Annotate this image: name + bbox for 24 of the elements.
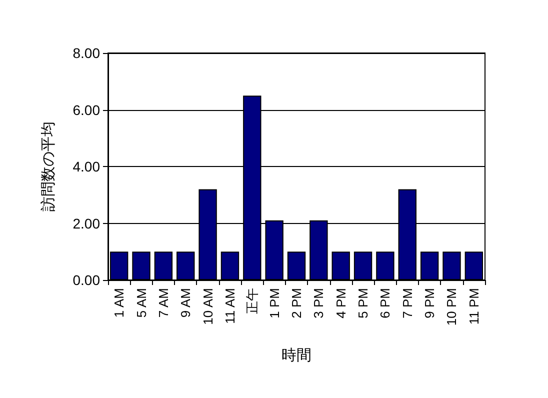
x-tick-label: 3 PM [311,288,326,318]
y-tick-label: 8.00 [72,45,100,61]
x-tick-label: 11 PM [466,288,482,325]
x-tick-label: 11 AM [222,288,238,324]
x-tick-label: 4 PM [333,288,348,318]
x-tick-label: 10 PM [444,288,460,326]
x-tick-label: 正午 [244,288,260,314]
x-tick-label: 7 AM [156,288,171,318]
x-tick-label: 7 PM [400,288,415,318]
x-tick-label: 1 PM [266,288,282,318]
x-tick-label: 2 PM [289,288,304,318]
y-tick-label: 6.00 [72,102,100,118]
y-tick-label: 4.00 [72,158,100,174]
y-tick-label: 2.00 [72,215,100,232]
x-tick-label: 5 PM [356,288,371,318]
x-tick-label: 9 AM [178,288,194,318]
x-tick-label: 6 PM [378,288,393,318]
y-tick-label: 0.00 [72,272,100,288]
y-axis-title: 訪問数の平均 [40,122,57,212]
x-tick-label: 1 AM [112,288,127,318]
x-axis-title: 時間 [282,347,312,364]
x-tick-label: 10 AM [200,288,216,325]
x-tick-label: 9 PM [422,288,438,318]
x-tick-label: 5 AM [134,288,149,318]
